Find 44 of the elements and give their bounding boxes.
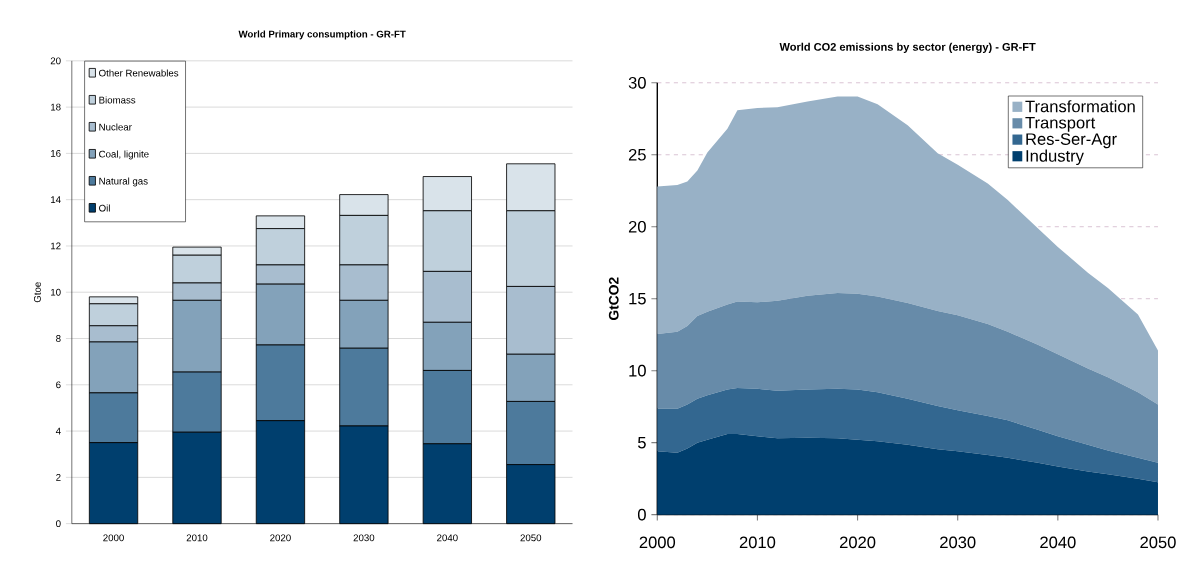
x-tick-label: 2010 [739, 536, 776, 549]
x-tick-label: 2050 [520, 534, 542, 542]
x-tick-label: 2000 [103, 534, 124, 542]
legend-label: Natural gas [99, 177, 148, 187]
x-tick-label: 2030 [940, 536, 976, 549]
y-tick-label: 6 [56, 381, 61, 389]
legend-label: Oil [99, 204, 110, 212]
legend-label: Nuclear [99, 123, 132, 131]
x-tick-label: 2040 [437, 534, 458, 542]
y-tick-label: 0 [56, 520, 61, 528]
x-tick-label: 2020 [839, 536, 876, 549]
y-tick-label: 4 [55, 428, 61, 435]
x-tick-label: 2000 [639, 536, 676, 549]
y-axis-title: GtCO2 [608, 277, 619, 321]
legend-label: Other Renewables [99, 69, 179, 77]
y-tick-label: 18 [51, 103, 61, 111]
y-tick-label: 14 [51, 196, 61, 204]
y-tick-label: 10 [51, 289, 61, 296]
y-tick-label: 0 [637, 509, 646, 521]
y-tick-label: 30 [628, 77, 646, 89]
y-tick-label: 25 [628, 149, 646, 161]
x-tick-label: 2040 [1040, 536, 1076, 549]
chart-title: World Primary consumption - GR-FT [238, 30, 406, 40]
legend-label: Transport [1025, 117, 1096, 133]
legend-label: Transformation [1025, 100, 1135, 113]
y-tick-label: 15 [629, 293, 646, 305]
y-tick-label: 2 [56, 474, 61, 481]
x-tick-label: 2010 [186, 534, 208, 542]
legend-label: Res-Ser-Agr [1026, 133, 1117, 149]
y-tick-label: 12 [51, 242, 61, 250]
legend-label: Biomass [99, 96, 136, 104]
x-tick-label: 2020 [270, 534, 291, 542]
legend-label: Industry [1026, 149, 1084, 166]
legend-label: Coal, lignite [99, 150, 149, 160]
y-tick-label: 8 [56, 335, 61, 343]
y-tick-label: 5 [637, 437, 646, 449]
y-axis-title: Gtoe [34, 282, 41, 303]
chart-title: World CO2 emissions by sector (energy) - GR-FT [779, 42, 1036, 54]
y-tick-label: 16 [51, 150, 61, 158]
x-tick-label: 2050 [1140, 536, 1176, 549]
y-tick-label: 10 [629, 365, 646, 377]
y-tick-label: 20 [628, 221, 646, 233]
y-tick-label: 20 [50, 57, 61, 65]
x-tick-label: 2030 [353, 534, 375, 542]
